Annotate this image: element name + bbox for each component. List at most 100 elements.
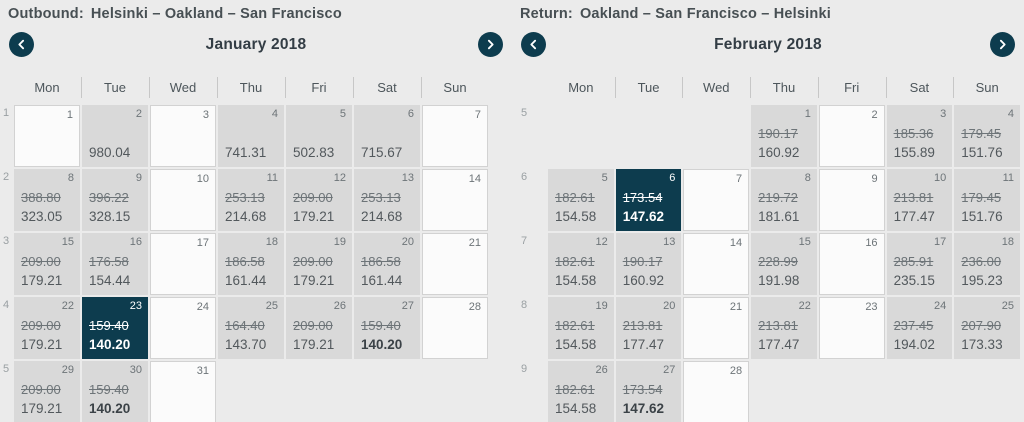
calendar-title: Outbound: Helsinki – Oakland – San Franci… (0, 0, 512, 22)
day-cell[interactable]: 13 190.17 160.92 (615, 233, 682, 295)
day-cell[interactable]: 27 173.54 147.62 (615, 361, 682, 422)
day-cell[interactable]: 20 186.58 161.44 (354, 233, 420, 295)
day-cell[interactable]: 3 185.36 155.89 (886, 105, 953, 167)
price-block: 237.45 194.02 (894, 317, 949, 355)
day-cell[interactable]: 12 182.61 154.58 (548, 233, 614, 295)
title-route: Oakland – San Francisco – Helsinki (579, 6, 831, 22)
week-number: 2 (3, 171, 10, 183)
price-block: 219.72 181.61 (758, 189, 813, 227)
day-cell[interactable]: 12 209.00 179.21 (286, 169, 352, 231)
day-cell[interactable]: 4 741.31 (218, 105, 284, 167)
day-cell[interactable]: 25 164.40 143.70 (218, 297, 284, 359)
day-cell[interactable]: 5 182.61 154.58 (548, 169, 614, 231)
original-price: 190.17 (622, 253, 663, 269)
current-price: 194.02 (893, 337, 935, 353)
day-cell[interactable]: 11 179.45 151.76 (954, 169, 1020, 231)
month-nav: January 2018 (0, 31, 512, 58)
current-price: 179.21 (21, 401, 63, 417)
day-cell-selected[interactable]: 6 173.54 147.62 (615, 169, 682, 231)
day-number: 17 (196, 237, 209, 249)
day-cell[interactable]: 18 236.00 195.23 (954, 233, 1020, 295)
original-price: 176.58 (89, 253, 129, 269)
original-price: 285.91 (893, 253, 934, 269)
day-number: 13 (663, 236, 676, 248)
price-block: 173.54 147.62 (623, 381, 678, 419)
day-number: 16 (865, 237, 878, 249)
price-block: 213.81 177.47 (894, 189, 949, 227)
day-cell-empty: 3 (150, 105, 216, 167)
day-number: 10 (934, 172, 947, 184)
price-block: 285.91 235.15 (894, 253, 949, 291)
day-number: 17 (934, 236, 947, 248)
day-cell[interactable]: 20 213.81 177.47 (615, 297, 682, 359)
day-cell[interactable]: 16 176.58 154.44 (82, 233, 148, 295)
day-cell[interactable]: 13 253.13 214.68 (354, 169, 420, 231)
next-month-button[interactable] (990, 32, 1015, 57)
price-block: 213.81 177.47 (623, 317, 678, 355)
current-price: 160.92 (758, 145, 800, 161)
day-cell-selected[interactable]: 23 159.40 140.20 (82, 297, 148, 359)
prev-month-button[interactable] (521, 32, 546, 57)
day-number: 27 (663, 364, 676, 376)
day-number: 16 (129, 236, 142, 248)
day-cell[interactable]: 1 190.17 160.92 (751, 105, 817, 167)
price-block: 190.17 160.92 (623, 253, 678, 291)
current-price: 191.98 (758, 273, 800, 289)
original-price: 173.54 (622, 189, 663, 205)
day-cell[interactable]: 6 715.67 (354, 105, 420, 167)
day-cell[interactable]: 26 182.61 154.58 (548, 361, 614, 422)
original-price: 173.54 (622, 381, 663, 397)
day-number: 14 (468, 173, 481, 185)
prev-month-button[interactable] (9, 32, 34, 57)
day-header-sat: Sat (885, 76, 953, 98)
day-number: 27 (401, 300, 414, 312)
day-cell[interactable]: 22 213.81 177.47 (751, 297, 817, 359)
day-cell[interactable]: 15 228.99 191.98 (751, 233, 817, 295)
day-header-fri: Fri (817, 76, 885, 98)
week-row: 8 19 182.61 154.58 20 213.81 177.47 21 22 213.81 1… (520, 297, 1020, 359)
day-cell[interactable]: 30 159.40 140.20 (82, 361, 148, 422)
day-cell[interactable]: 15 209.00 179.21 (14, 233, 80, 295)
day-cell[interactable]: 5 502.83 (286, 105, 352, 167)
day-cell-empty: 7 (683, 169, 750, 231)
day-cell[interactable]: 19 182.61 154.58 (548, 297, 614, 359)
day-cell[interactable]: 9 396.22 328.15 (82, 169, 148, 231)
day-cell[interactable]: 27 159.40 140.20 (354, 297, 420, 359)
week-row: 4 22 209.00 179.21 23 159.40 140.20 24 25 164.40 1… (2, 297, 488, 359)
day-cell[interactable]: 4 179.45 151.76 (954, 105, 1020, 167)
current-price: 195.23 (961, 273, 1003, 289)
day-cell[interactable]: 24 237.45 194.02 (886, 297, 953, 359)
day-cell[interactable]: 17 285.91 235.15 (886, 233, 953, 295)
current-price: 151.76 (961, 209, 1003, 225)
current-price: 323.05 (21, 209, 63, 225)
day-number: 30 (129, 364, 142, 376)
original-price: 253.13 (225, 189, 265, 205)
no-day (218, 361, 284, 422)
day-number: 18 (1001, 236, 1014, 248)
day-cell[interactable]: 29 209.00 179.21 (14, 361, 80, 422)
day-cell[interactable]: 8 219.72 181.61 (751, 169, 817, 231)
current-price: 151.76 (961, 145, 1003, 161)
day-number: 3 (202, 109, 209, 121)
day-cell[interactable]: 11 253.13 214.68 (218, 169, 284, 231)
day-cell[interactable]: 8 388.80 323.05 (14, 169, 80, 231)
day-cell[interactable]: 10 213.81 177.47 (886, 169, 953, 231)
price-block: 186.58 161.44 (225, 253, 280, 291)
day-number: 12 (595, 236, 608, 248)
day-cell[interactable]: 26 209.00 179.21 (286, 297, 352, 359)
price-block: 741.31 (225, 143, 280, 163)
day-number: 12 (333, 172, 346, 184)
current-price: 140.20 (89, 401, 131, 417)
next-month-button[interactable] (478, 32, 503, 57)
month-label: February 2018 (714, 35, 822, 53)
current-price: 179.21 (21, 273, 63, 289)
price-block: 228.99 191.98 (758, 253, 813, 291)
day-cell[interactable]: 25 207.90 173.33 (954, 297, 1020, 359)
day-cell[interactable]: 2 980.04 (82, 105, 148, 167)
current-price: 154.58 (555, 337, 597, 353)
day-cell[interactable]: 18 186.58 161.44 (218, 233, 284, 295)
day-cell[interactable]: 22 209.00 179.21 (14, 297, 80, 359)
weeks-grid: 5 1 190.17 160.92 2 3 185.36 155.89 4 179.45 151.7… (520, 105, 1020, 422)
day-cell[interactable]: 19 209.00 179.21 (286, 233, 352, 295)
title-label: Outbound: (8, 6, 84, 22)
